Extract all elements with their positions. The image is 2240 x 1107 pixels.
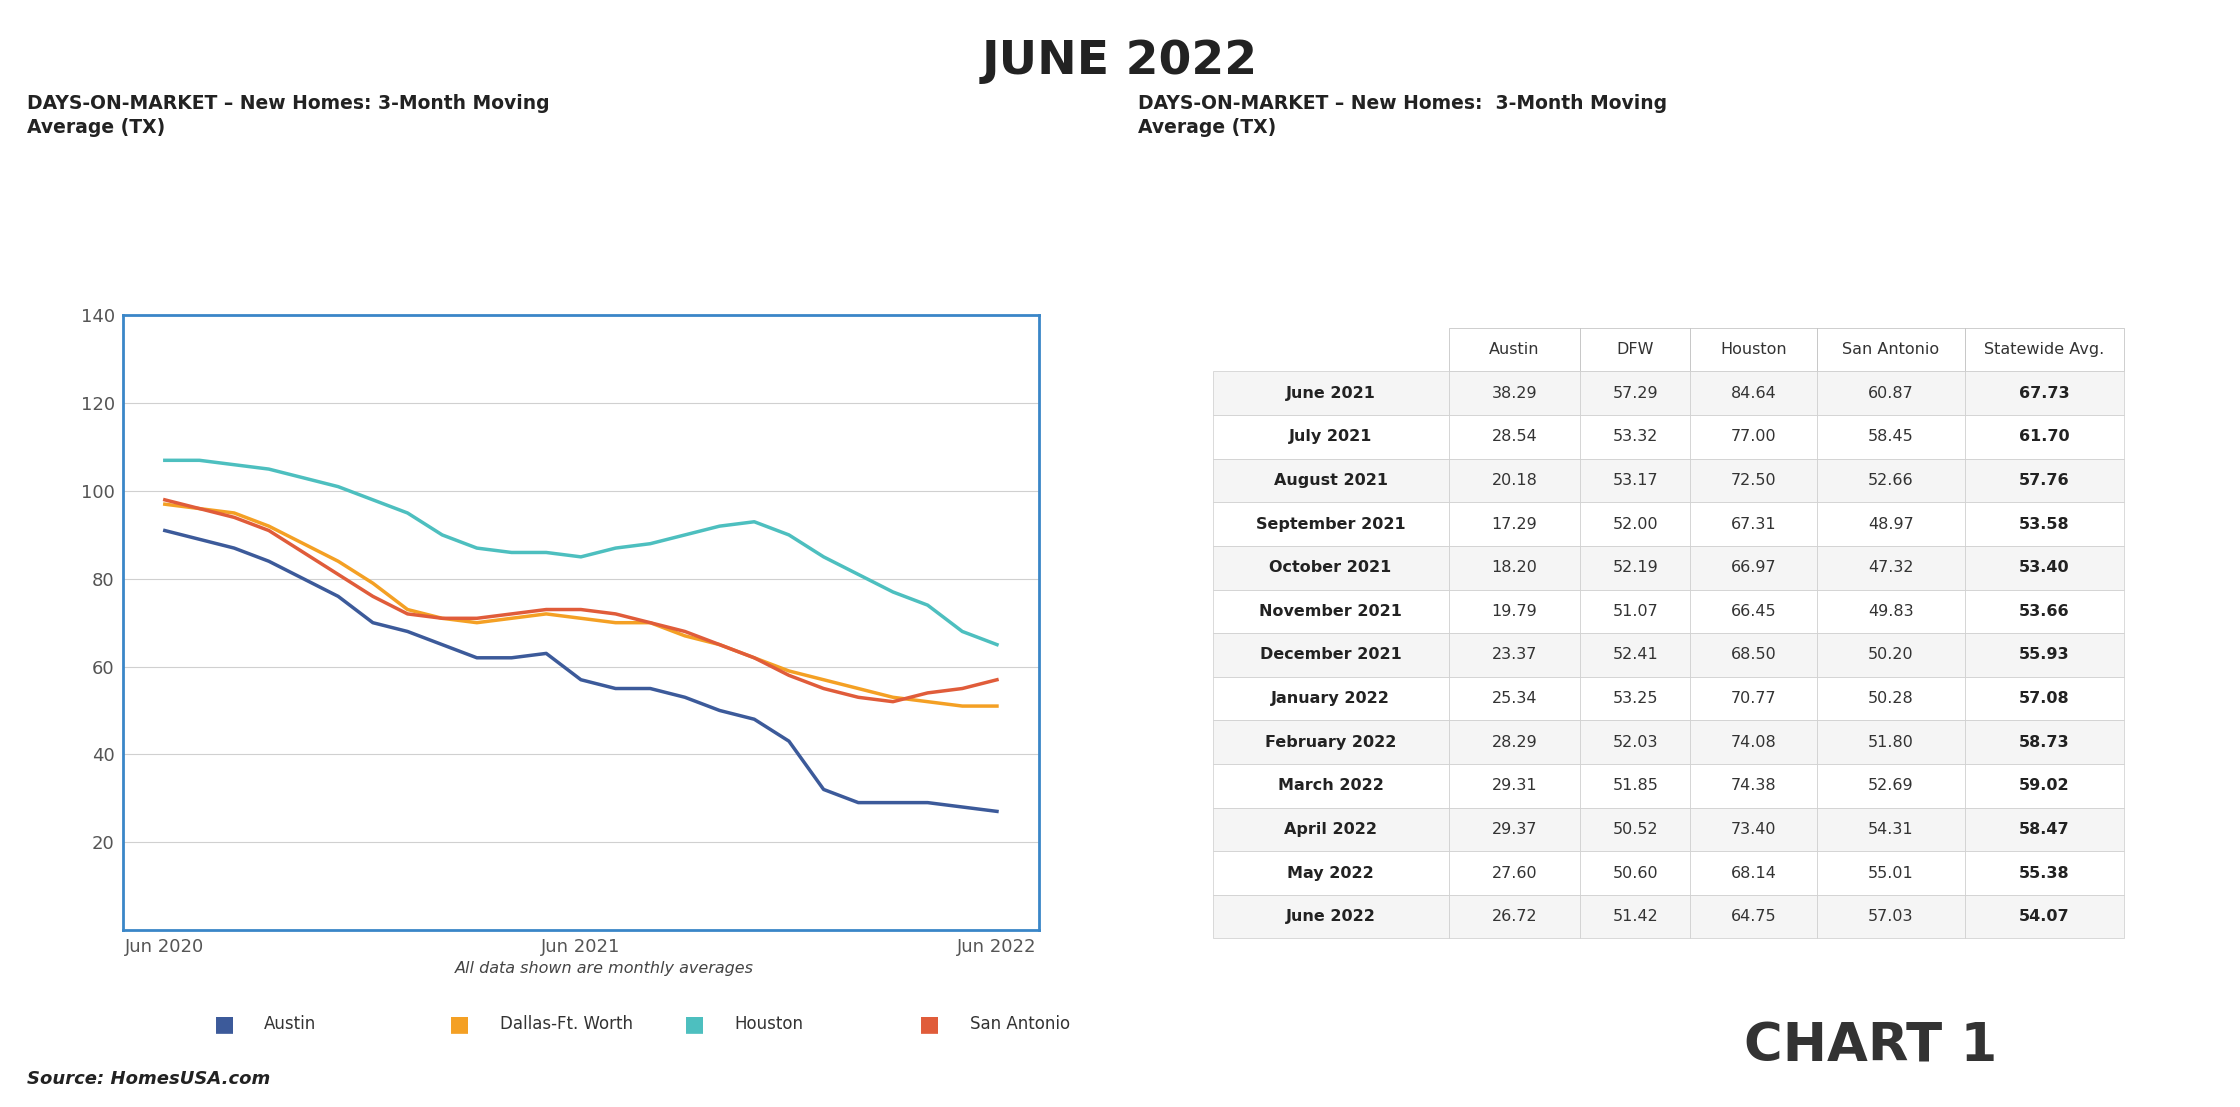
Text: ■: ■ (448, 1014, 470, 1034)
Text: ■: ■ (918, 1014, 941, 1034)
Text: DAYS-ON-MARKET – New Homes: 3-Month Moving
Average (TX): DAYS-ON-MARKET – New Homes: 3-Month Movi… (27, 94, 549, 136)
Text: Dallas-Ft. Worth: Dallas-Ft. Worth (500, 1015, 632, 1033)
Text: ■: ■ (213, 1014, 235, 1034)
Text: Houston: Houston (735, 1015, 804, 1033)
Text: CHART 1: CHART 1 (1743, 1021, 1998, 1072)
Text: DAYS-ON-MARKET – New Homes:  3-Month Moving
Average (TX): DAYS-ON-MARKET – New Homes: 3-Month Movi… (1138, 94, 1667, 136)
Text: Source: HomesUSA.com: Source: HomesUSA.com (27, 1070, 271, 1088)
Text: Austin: Austin (264, 1015, 316, 1033)
Text: All data shown are monthly averages: All data shown are monthly averages (455, 961, 755, 976)
Text: JUNE 2022: JUNE 2022 (981, 39, 1259, 84)
Text: ■: ■ (683, 1014, 706, 1034)
Text: San Antonio: San Antonio (970, 1015, 1071, 1033)
